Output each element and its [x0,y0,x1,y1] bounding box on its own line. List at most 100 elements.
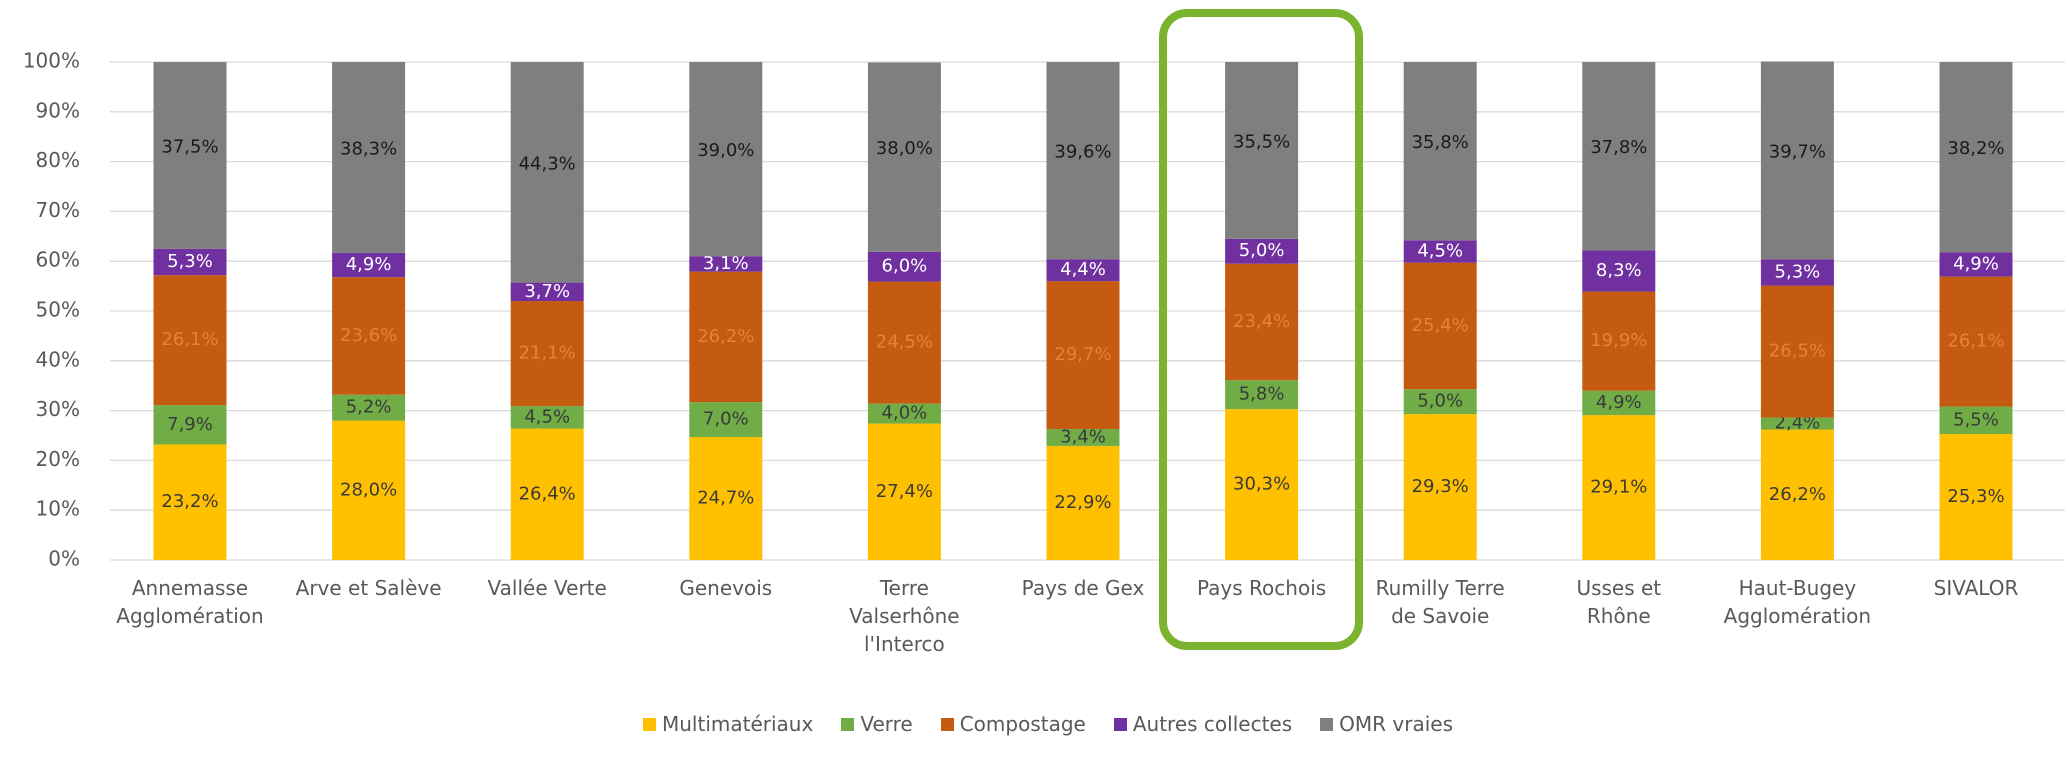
bar-segment [1225,62,1299,239]
data-label: 35,5% [1233,131,1290,152]
legend-label: Autres collectes [1132,712,1293,736]
data-label: 2,4% [1775,413,1821,434]
bar-segment [1403,262,1477,390]
x-tick-label: Genevois [679,576,773,600]
legend: Multimatériaux Verre Compostage Autres coll… [0,712,2069,736]
data-label: 4,5% [524,406,570,427]
data-label: 37,5% [161,136,218,157]
x-tick-label: Haut-Bugey Agglomération [1723,576,1872,628]
bar-segment [689,62,763,257]
bar-segment [1403,62,1477,241]
bar-segment [1760,259,1834,286]
bar-segment [510,282,584,302]
data-label: 26,2% [697,326,754,347]
x-tick-label: Pays de Gex [1021,576,1145,600]
y-tick-label: 0% [48,547,80,571]
bar-segment [510,62,584,283]
y-tick-label: 20% [36,447,80,471]
bar-segment [332,252,406,278]
bar-segment [1582,390,1656,416]
legend-label: OMR vraies [1339,712,1453,736]
x-tick-label: Usses et Rhône [1576,576,1662,628]
data-label: 3,4% [1060,426,1106,447]
bar-segment [1760,61,1834,260]
bar-segment [1939,276,2013,407]
data-label: 21,1% [519,343,576,364]
data-label: 29,1% [1590,477,1647,498]
data-label: 38,2% [1947,138,2004,159]
y-tick-label: 70% [36,198,80,222]
data-label: 23,6% [340,325,397,346]
x-tick-label: Pays Rochois [1197,576,1327,600]
y-tick-label: 90% [36,98,80,122]
legend-label: Multimatériaux [661,712,814,736]
bar-segment [1582,62,1656,251]
legend-label: Verre [860,712,913,736]
data-label: 6,0% [882,256,928,277]
data-label: 26,1% [161,329,218,350]
data-label: 23,2% [161,491,218,512]
data-label: 4,9% [1596,392,1642,413]
data-label: 24,7% [697,487,754,508]
x-tick-label: Terre Valserhône l'Interco [849,576,960,656]
y-tick-label: 30% [36,397,80,421]
data-label: 25,3% [1947,486,2004,507]
data-label: 44,3% [519,153,576,174]
data-label: 8,3% [1596,260,1642,281]
data-label: 5,3% [167,251,213,272]
bar-segment [1939,434,2013,560]
data-label: 26,2% [1769,484,1826,505]
bar-segment [1582,291,1656,391]
data-label: 7,0% [703,409,749,430]
data-label: 28,0% [340,479,397,500]
bar-segment [153,62,227,249]
bar-segment [1403,389,1477,415]
x-tick-label: Rumilly Terre de Savoie [1375,576,1505,628]
data-label: 38,0% [876,138,933,159]
x-tick-label: Vallée Verte [487,576,607,600]
data-label: 39,6% [1054,142,1111,163]
bar-segment [1046,259,1120,282]
bar-segment [867,423,941,560]
data-label: 37,8% [1590,137,1647,158]
bar-segment [1046,62,1120,260]
bar-segment [867,251,941,282]
bar-segment [153,405,227,445]
data-label: 27,4% [876,481,933,502]
data-label: 39,7% [1769,141,1826,162]
data-label: 25,4% [1412,315,1469,336]
data-label: 19,9% [1590,330,1647,351]
bar-segment [1046,445,1120,560]
legend-swatch [1320,717,1334,731]
bar-segment [1939,62,2013,253]
bar-segment [867,62,941,252]
legend-label: Compostage [959,712,1086,736]
legend-item: Compostage [940,712,1086,736]
bar-segment [1225,238,1299,264]
data-label: 35,8% [1412,132,1469,153]
data-label: 38,3% [340,138,397,159]
bar-segment [153,275,227,406]
data-label: 22,9% [1054,492,1111,513]
bar-segment [689,256,763,272]
data-label: 26,4% [519,483,576,504]
y-tick-label: 40% [36,347,80,371]
bar-segment [1403,414,1477,560]
legend-item: Verre [841,712,913,736]
legend-item: OMR vraies [1320,712,1453,736]
data-label: 5,2% [346,397,392,418]
bar-segment [689,271,763,403]
data-label: 4,9% [346,254,392,275]
bar-segment [1939,406,2013,435]
bar-segment [332,62,406,253]
data-label: 5,8% [1239,384,1285,405]
data-label: 3,1% [703,253,749,274]
legend-swatch [642,717,656,731]
bar-segment [1939,252,2013,277]
data-label: 5,3% [1775,261,1821,282]
bar-segment [1582,415,1656,560]
bar-segment [1403,240,1477,263]
legend-swatch [1113,717,1127,731]
